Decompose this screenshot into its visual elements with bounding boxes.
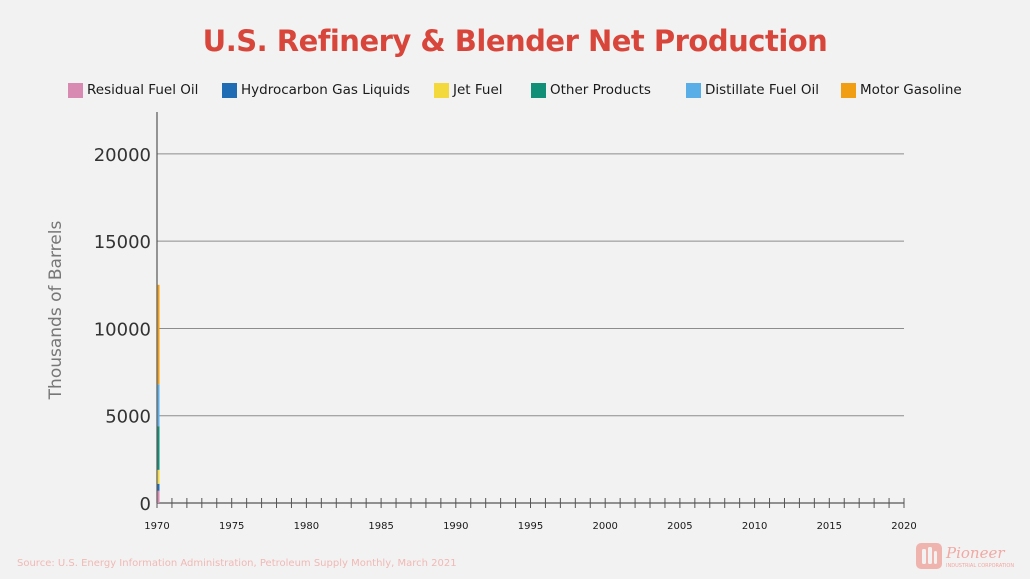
series-area [157, 284, 160, 385]
pioneer-logo: Pioneer INDUSTRIAL CORPORATION [915, 541, 1025, 571]
x-tick-label: 2020 [891, 521, 916, 532]
y-tick-label: 5000 [105, 407, 151, 428]
legend-label: Motor Gasoline [860, 82, 962, 98]
legend-label: Other Products [550, 82, 651, 98]
source-note: Source: U.S. Energy Information Administ… [17, 558, 457, 569]
series-area [157, 426, 160, 470]
x-tick-label: 2005 [667, 521, 692, 532]
x-tick-label: 1975 [219, 521, 244, 532]
x-tick-label: 2015 [817, 521, 842, 532]
legend-label: Hydrocarbon Gas Liquids [241, 82, 410, 98]
x-tick-label: 1985 [368, 521, 393, 532]
legend: Residual Fuel Oil Hydrocarbon Gas Liquids… [0, 80, 1030, 100]
x-tick-label: 1980 [294, 521, 319, 532]
legend-label: Distillate Fuel Oil [705, 82, 819, 98]
series-area [157, 384, 160, 427]
legend-item: Hydrocarbon Gas Liquids [222, 80, 410, 100]
legend-item: Jet Fuel [434, 80, 503, 100]
series-area [157, 490, 160, 503]
y-tick-label: 20000 [94, 145, 151, 166]
legend-item: Residual Fuel Oil [68, 80, 198, 100]
y-tick-label: 15000 [94, 232, 151, 253]
x-tick-label: 1970 [144, 521, 169, 532]
chart-title: U.S. Refinery & Blender Net Production [202, 24, 828, 58]
x-tick-label: 2000 [592, 521, 617, 532]
y-axis-label: Thousands of Barrels [46, 221, 66, 401]
legend-item: Distillate Fuel Oil [686, 80, 819, 100]
legend-swatch [841, 82, 856, 98]
x-tick-label: 2010 [742, 521, 767, 532]
legend-swatch [222, 82, 237, 98]
series-area [157, 483, 160, 491]
legend-swatch [434, 82, 449, 98]
legend-swatch [68, 82, 83, 98]
svg-text:INDUSTRIAL CORPORATION: INDUSTRIAL CORPORATION [946, 563, 1014, 569]
y-tick-label: 0 [140, 494, 151, 515]
legend-swatch [686, 82, 701, 98]
x-tick-label: 1990 [443, 521, 468, 532]
y-tick-label: 10000 [94, 319, 151, 340]
legend-item: Motor Gasoline [841, 80, 962, 100]
legend-label: Residual Fuel Oil [87, 82, 199, 98]
svg-text:Pioneer: Pioneer [945, 544, 1005, 562]
x-tick-label: 1995 [518, 521, 543, 532]
legend-label: Jet Fuel [453, 82, 503, 98]
legend-swatch [531, 82, 546, 98]
series-area [157, 469, 160, 484]
legend-item: Other Products [531, 80, 651, 100]
